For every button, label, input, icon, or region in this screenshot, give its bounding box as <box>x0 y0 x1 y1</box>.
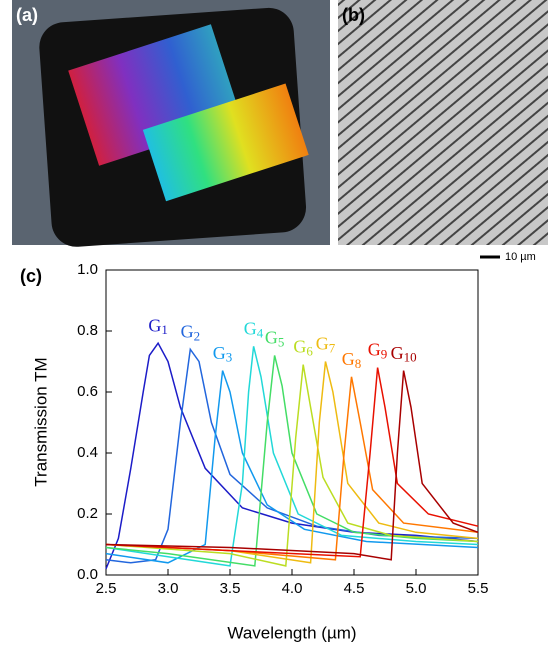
scale-bar-label: 10 µm <box>505 251 536 263</box>
plot-frame <box>106 270 478 575</box>
series-label: G4 <box>244 318 264 340</box>
series-label: G8 <box>342 349 362 371</box>
x-tick-label: 5.5 <box>468 580 489 597</box>
photo-a <box>12 0 330 248</box>
series-label: G6 <box>293 337 313 359</box>
series-line <box>106 343 478 569</box>
x-axis-title: Wavelength (µm) <box>227 623 356 642</box>
series-label: G9 <box>368 340 388 362</box>
series-label: G5 <box>265 328 285 350</box>
x-tick-label: 4.5 <box>344 580 365 597</box>
y-tick-label: 0.4 <box>77 444 98 461</box>
x-tick-label: 3.5 <box>220 580 241 597</box>
x-tick-label: 2.5 <box>96 580 117 597</box>
panel-label: (a) <box>16 5 38 25</box>
series-label: G2 <box>181 321 201 343</box>
panel-label: (c) <box>20 266 42 286</box>
series-line <box>106 368 478 557</box>
photo-b <box>338 0 548 245</box>
y-axis-title: Transmission TM <box>31 357 50 486</box>
series-line <box>106 371 478 563</box>
y-tick-label: 0.0 <box>77 566 98 583</box>
y-tick-label: 0.8 <box>77 322 98 339</box>
series-line <box>106 355 478 566</box>
series-label: G10 <box>391 343 417 365</box>
x-tick-label: 5.0 <box>406 580 427 597</box>
series-line <box>106 349 478 563</box>
figure: (a) (b) (c) 10 µm Wavelength (µm) Transm… <box>0 0 548 648</box>
y-tick-label: 0.6 <box>77 383 98 400</box>
y-tick-label: 0.2 <box>77 505 98 522</box>
series-line <box>106 362 478 563</box>
y-tick-label: 1.0 <box>77 261 98 278</box>
series-label: G3 <box>213 343 233 365</box>
panel-label: (b) <box>342 5 365 25</box>
x-tick-label: 4.0 <box>282 580 303 597</box>
series-label: G1 <box>148 315 168 337</box>
series-label: G7 <box>316 334 336 356</box>
series-line <box>106 371 478 560</box>
x-tick-label: 3.0 <box>158 580 179 597</box>
